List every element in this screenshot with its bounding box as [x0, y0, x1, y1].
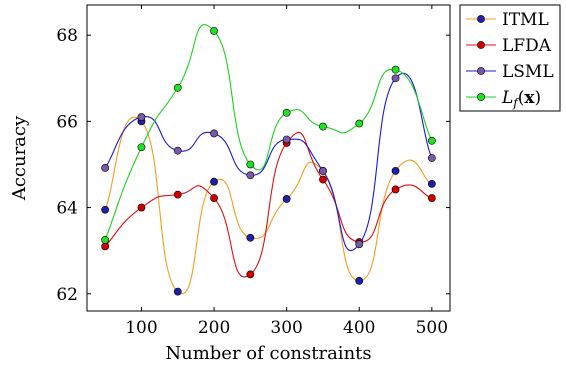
data-point-lsml	[355, 240, 364, 249]
x-tick-label: 300	[270, 318, 302, 338]
data-point-lsml	[427, 154, 436, 162]
data-point-lfda	[391, 185, 400, 194]
series-line-itml	[104, 116, 433, 295]
data-point-itml	[173, 287, 182, 296]
data-point-lfda	[319, 175, 327, 184]
data-point-lsml	[173, 146, 182, 155]
legend-entry-l-f-x: Lf(x)	[466, 88, 541, 110]
data-point-itml	[391, 167, 400, 175]
data-point-lsml	[101, 164, 110, 172]
series-itml	[101, 116, 436, 296]
legend-label-lsml: LSML	[502, 62, 554, 82]
x-axis-label: Number of constraints	[165, 343, 371, 364]
data-point-l-f-x	[246, 160, 255, 169]
data-point-lsml	[391, 74, 400, 83]
x-tick-label: 500	[416, 318, 448, 338]
legend-swatch-marker	[477, 93, 485, 101]
data-point-itml	[210, 177, 218, 186]
legend-entry-lsml: LSML	[466, 62, 554, 82]
legend-label-part: L	[501, 88, 513, 108]
data-point-lfda	[137, 203, 146, 212]
y-tick-label: 68	[56, 26, 78, 46]
legend-label-itml: ITML	[502, 10, 549, 30]
series-line-l-f-x	[104, 24, 433, 241]
legend-swatch-marker	[477, 67, 485, 75]
data-point-lsml	[319, 167, 327, 175]
data-point-l-f-x	[391, 65, 400, 74]
y-axis-label: Accuracy	[9, 115, 30, 201]
data-point-lsml	[282, 135, 291, 144]
ticks-layer: 100 200 300 400 500 62 64 66 68	[56, 5, 450, 338]
y-tick-label: 62	[56, 285, 78, 305]
legend-label-lfda: LFDA	[502, 36, 552, 56]
data-point-l-f-x	[210, 26, 218, 35]
data-point-lfda	[173, 190, 182, 199]
data-point-l-f-x	[427, 136, 436, 145]
data-point-lfda	[246, 270, 255, 279]
data-point-lfda	[210, 194, 218, 202]
data-point-l-f-x	[137, 143, 146, 152]
data-point-itml	[101, 205, 110, 214]
series-layer	[101, 24, 436, 296]
x-tick-label: 100	[125, 318, 157, 338]
data-point-lsml	[210, 129, 218, 138]
x-tick-label: 400	[343, 318, 375, 338]
y-tick-label: 64	[56, 199, 78, 219]
data-point-l-f-x	[101, 235, 110, 244]
legend-label-part: (	[518, 88, 525, 108]
legend-swatch-marker	[477, 15, 485, 23]
data-point-lsml	[137, 113, 146, 121]
data-point-itml	[427, 179, 436, 188]
legend-entry-lfda: LFDA	[466, 36, 552, 56]
data-point-itml	[246, 233, 255, 242]
legend-box	[459, 4, 561, 112]
data-point-l-f-x	[282, 108, 291, 117]
data-point-lfda	[101, 242, 110, 251]
legend-entry-itml: ITML	[466, 10, 549, 30]
y-tick-label: 66	[56, 112, 78, 132]
data-point-lsml	[246, 171, 255, 180]
plot-frame	[86, 4, 451, 312]
series-lsml	[101, 72, 436, 252]
data-point-itml	[355, 276, 364, 285]
series-lfda	[101, 131, 436, 279]
series-line-lfda	[104, 131, 433, 278]
data-point-itml	[282, 195, 291, 203]
legend-label-part: f	[512, 96, 520, 110]
data-point-l-f-x	[173, 83, 182, 92]
legend-swatch-marker	[477, 41, 485, 49]
series-l-f-x	[101, 24, 436, 244]
legend-label-l-f-x: Lf(x)	[501, 88, 541, 110]
legend: ITML LFDA LSML Lf(x)	[459, 4, 561, 112]
legend-label-part: )	[535, 88, 542, 108]
data-point-l-f-x	[319, 122, 327, 131]
x-tick-label: 200	[198, 318, 230, 338]
legend-label-part: x	[524, 88, 535, 108]
data-point-l-f-x	[355, 119, 364, 128]
data-point-lfda	[427, 194, 436, 202]
